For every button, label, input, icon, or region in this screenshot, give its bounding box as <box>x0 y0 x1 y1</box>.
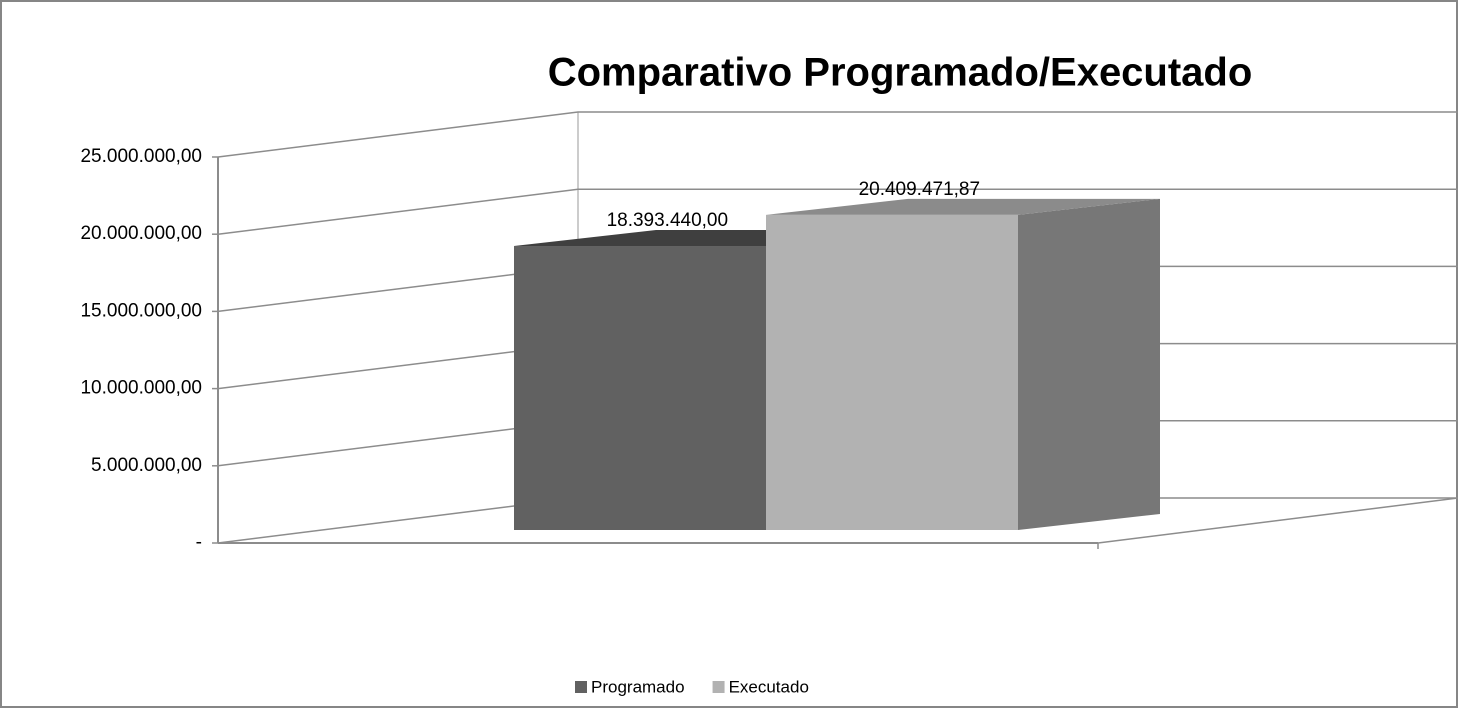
chart-title: Comparativo Programado/Executado <box>548 51 1253 95</box>
y-tick-label: - <box>196 532 202 553</box>
bar <box>514 246 766 530</box>
legend-label: Programado <box>591 677 685 696</box>
bar-side <box>1018 198 1160 531</box>
bar <box>766 214 1018 531</box>
data-label: 18.393.440,00 <box>607 210 729 231</box>
y-tick-label: 10.000.000,00 <box>80 378 202 399</box>
y-tick-label: 5.000.000,00 <box>91 455 202 476</box>
y-tick-label: 25.000.000,00 <box>80 146 202 167</box>
data-label: 20.409.471,87 <box>859 179 981 200</box>
bar-top <box>766 198 1160 215</box>
grid-line <box>217 188 1458 235</box>
legend-swatch <box>575 681 587 693</box>
floor-edge <box>1097 497 1458 544</box>
y-tick-label: 20.000.000,00 <box>80 223 202 244</box>
grid-line <box>217 111 1458 158</box>
legend-swatch <box>712 681 725 693</box>
y-tick-label: 15.000.000,00 <box>80 300 202 321</box>
legend-label: Executado <box>729 677 809 696</box>
